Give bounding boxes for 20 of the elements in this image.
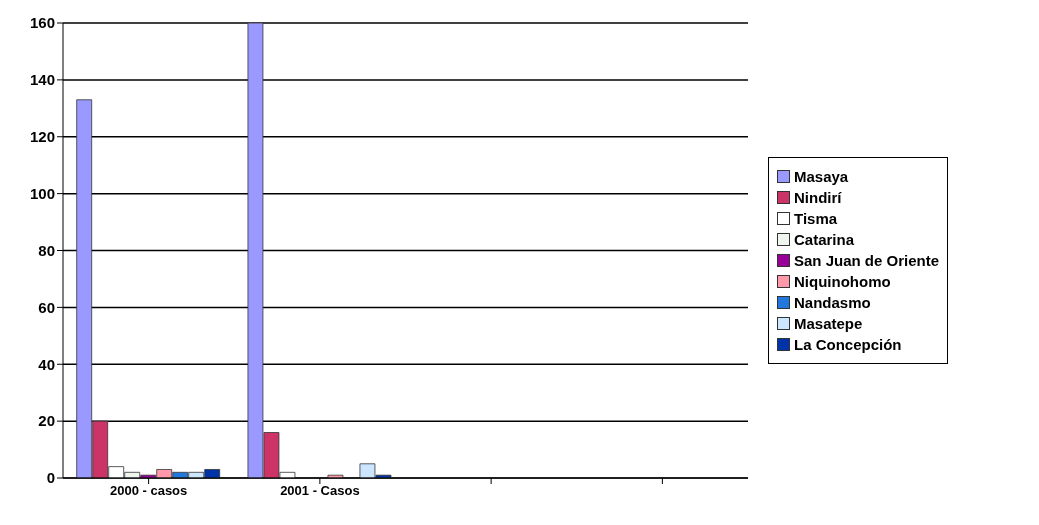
legend-label: Masatepe <box>794 315 863 332</box>
y-tick-label: 160 <box>29 14 55 32</box>
x-tick-label: 2000 - casos <box>109 483 188 499</box>
legend-label: Masaya <box>794 168 849 185</box>
legend-label: Tisma <box>794 210 838 227</box>
y-tick-label: 40 <box>38 355 55 373</box>
x-tick-label: 2001 - Casos <box>280 483 360 499</box>
y-tick-label: 0 <box>46 469 55 487</box>
y-tick-label: 140 <box>29 71 55 89</box>
legend-label: Niquinohomo <box>794 273 891 290</box>
y-tick-label: 100 <box>29 184 55 202</box>
y-tick-label: 120 <box>29 128 55 146</box>
y-tick-label: 20 <box>38 412 55 430</box>
y-tick-label: 60 <box>38 298 55 316</box>
legend-label: Catarina <box>794 231 855 248</box>
legend-label: La Concepción <box>794 336 902 353</box>
legend-label: Nindirí <box>794 189 842 206</box>
legend-label: Nandasmo <box>794 294 871 311</box>
y-tick-label: 80 <box>38 241 55 259</box>
legend-label: San Juan de Oriente <box>794 252 940 269</box>
